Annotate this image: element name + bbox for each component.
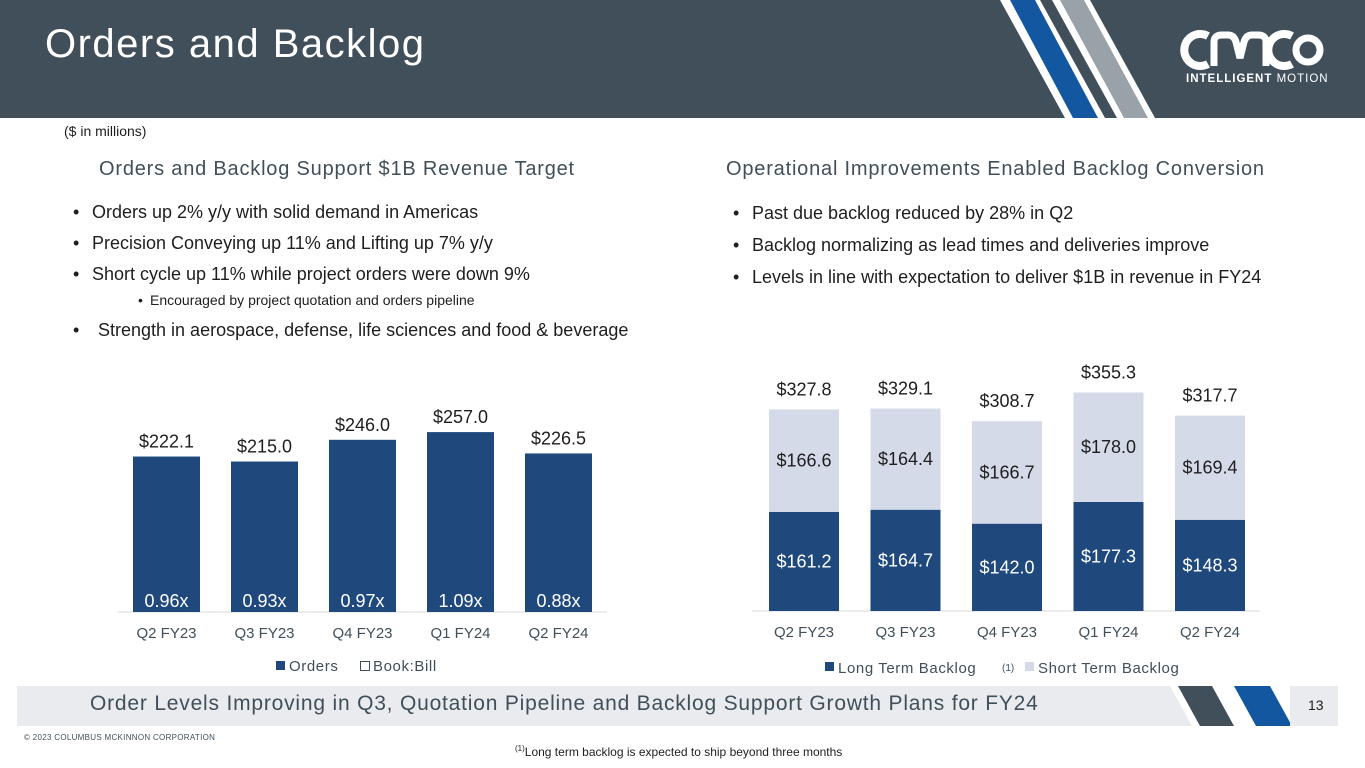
short-term-value-label: $169.4: [1182, 458, 1237, 478]
book-bill-label: 0.93x: [242, 591, 286, 611]
logo-tagline: INTELLIGENT MOTION: [1186, 73, 1329, 85]
bullet-item: • Strength in aerospace, defense, life sc…: [73, 320, 629, 340]
legend-label-book-bill: Book:Bill: [373, 658, 437, 675]
title-bar: Orders and Backlog INTELLIGENT MOTION: [0, 0, 1365, 118]
legend-footnote-marker: (1): [1002, 663, 1014, 674]
orders-bar: [133, 456, 200, 612]
left-heading: Orders and Backlog Support $1B Revenue T…: [99, 158, 575, 180]
total-value-label: $327.8: [776, 379, 831, 399]
short-term-bar: [1175, 415, 1245, 520]
x-tick-label: Q2 FY23: [136, 625, 196, 642]
orders-bar: [231, 461, 298, 612]
x-tick-label: Q3 FY23: [875, 624, 935, 641]
short-term-bar: [1073, 392, 1144, 502]
legend-swatch-orders: [276, 661, 285, 670]
gray-stripe: [1060, 0, 1148, 118]
blue-stripe: [1010, 0, 1098, 118]
long-term-value-label: $177.3: [1081, 546, 1136, 566]
short-term-value-label: $166.6: [776, 451, 831, 471]
left-bullet-list: • Orders up 2% y/y with solid demand in A…: [73, 202, 629, 351]
total-value-label: $308.7: [979, 391, 1034, 411]
orders-value-label: $226.5: [531, 428, 586, 448]
book-bill-label: 0.96x: [144, 591, 188, 611]
charts-canvas: $222.1 0.96x Q2 FY23 $215.0 0.93x Q3 FY23 $246…: [118, 362, 1260, 677]
header-stripes: [1000, 0, 1365, 118]
orders-value-label: $215.0: [237, 437, 292, 457]
legend-label-long-term: Long Term Backlog: [838, 660, 976, 677]
long-term-value-label: $142.0: [979, 557, 1034, 577]
footer-message: Order Levels Improving in Q3, Quotation …: [90, 692, 1039, 715]
x-tick-label: Q4 FY23: [977, 624, 1037, 641]
x-tick-label: Q1 FY24: [1078, 624, 1138, 641]
book-bill-label: 0.88x: [536, 591, 580, 611]
total-value-label: $355.3: [1081, 362, 1136, 382]
bullet-item: • Past due backlog reduced by 28% in Q2: [733, 203, 1074, 223]
legend-swatch-long-term: [825, 662, 834, 671]
total-value-label: $317.7: [1182, 386, 1237, 406]
x-tick-label: Q2 FY24: [528, 625, 588, 642]
units-note: ($ in millions): [64, 123, 147, 139]
orders-value-label: $257.0: [433, 407, 488, 427]
bullet-item: • Precision Conveying up 11% and Lifting …: [73, 233, 493, 253]
bullet-item: • Levels in line with expectation to deli…: [733, 267, 1262, 287]
footer-stripes: [1170, 686, 1292, 726]
short-term-value-label: $166.7: [979, 462, 1034, 482]
legend-label-short-term: Short Term Backlog: [1038, 660, 1179, 677]
right-heading: Operational Improvements Enabled Backlog…: [726, 158, 1265, 180]
short-term-bar: [870, 408, 941, 510]
short-term-value-label: $164.4: [878, 449, 933, 469]
legend-label-orders: Orders: [289, 658, 338, 675]
long-term-value-label: $164.7: [878, 550, 933, 570]
orders-bar: [427, 432, 494, 612]
long-term-bar: [870, 509, 941, 611]
x-tick-label: Q2 FY24: [1180, 624, 1240, 641]
x-tick-label: Q2 FY23: [774, 624, 834, 641]
x-tick-label: Q3 FY23: [234, 625, 294, 642]
sub-bullet-item: • Encouraged by project quotation and ord…: [138, 292, 475, 308]
short-term-bar: [972, 421, 1042, 524]
total-value-label: $329.1: [878, 379, 933, 399]
long-term-value-label: $148.3: [1182, 555, 1237, 575]
copyright: © 2023 COLUMBUS MCKINNON CORPORATION: [24, 733, 216, 742]
orders-chart: $222.1 0.96x Q2 FY23 $215.0 0.93x Q3 FY23 $246…: [118, 407, 607, 675]
long-term-bar: [1175, 519, 1245, 611]
long-term-bar: [769, 511, 839, 611]
orders-value-label: $246.0: [335, 415, 390, 435]
short-term-value-label: $178.0: [1081, 437, 1136, 457]
page-title: Orders and Backlog: [45, 22, 426, 66]
right-bullet-list: • Past due backlog reduced by 28% in Q2 •…: [733, 203, 1262, 299]
book-bill-label: 1.09x: [438, 591, 482, 611]
long-term-bar: [1073, 501, 1144, 611]
bullet-item: • Backlog normalizing as lead times and d…: [733, 235, 1210, 255]
orders-bar: [525, 453, 592, 612]
book-bill-label: 0.97x: [340, 591, 384, 611]
footer-band: [17, 686, 1195, 726]
bullet-item: • Short cycle up 11% while project orders…: [73, 264, 530, 284]
page-number: 13: [1290, 686, 1338, 726]
cmco-logo: [1180, 30, 1324, 70]
orders-value-label: $222.1: [139, 432, 194, 452]
orders-bar: [329, 439, 396, 612]
bullet-item: • Orders up 2% y/y with solid demand in A…: [73, 202, 479, 222]
footnote: (1)Long term backlog is expected to ship…: [515, 744, 843, 759]
short-term-bar: [769, 409, 839, 512]
x-tick-label: Q4 FY23: [332, 625, 392, 642]
legend-swatch-book-bill: [360, 661, 370, 671]
long-term-value-label: $161.2: [776, 551, 831, 571]
x-tick-label: Q1 FY24: [430, 625, 490, 642]
long-term-bar: [972, 523, 1042, 611]
legend-swatch-short-term: [1025, 662, 1034, 671]
backlog-chart: $161.2 $166.6 $327.8 Q2 FY23 $164.7 $164.4 $32…: [752, 362, 1260, 677]
